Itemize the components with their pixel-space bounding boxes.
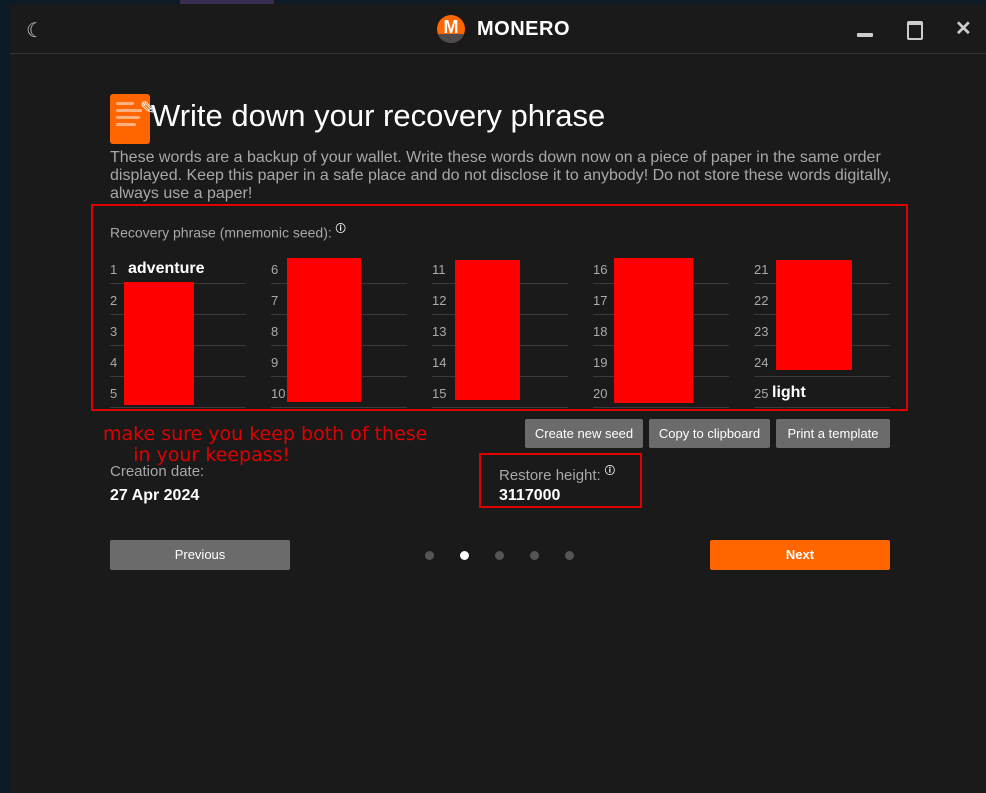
word-number: 9 <box>271 355 279 370</box>
word-number: 1 <box>110 262 118 277</box>
word-number: 13 <box>432 324 447 339</box>
seed-word-row: 1 adventure <box>110 253 246 284</box>
word-number: 11 <box>432 262 446 277</box>
seed-highlight-box <box>91 204 908 411</box>
step-indicator-dot <box>460 551 469 560</box>
create-new-seed-button[interactable]: Create new seed <box>525 419 643 448</box>
help-icon[interactable]: ⓘ <box>335 224 346 235</box>
word-number: 7 <box>271 293 279 308</box>
redaction <box>776 260 852 370</box>
word-number: 14 <box>432 355 447 370</box>
word-number: 3 <box>110 324 118 339</box>
word-number: 16 <box>593 262 608 277</box>
word-number: 22 <box>754 293 769 308</box>
creation-date-value: 27 Apr 2024 <box>110 487 200 504</box>
word-number: 5 <box>110 386 118 401</box>
seed-word-row: 15 <box>432 377 568 408</box>
monero-logo: M <box>437 15 465 43</box>
seed-word-row: 5 <box>110 377 246 408</box>
print-template-button[interactable]: Print a template <box>776 419 890 448</box>
seed-word: light <box>772 384 806 401</box>
redaction <box>287 258 361 402</box>
word-number: 24 <box>754 355 769 370</box>
seed-word-row: 10 <box>271 377 407 408</box>
word-number: 10 <box>271 386 286 401</box>
redaction <box>124 282 194 405</box>
close-icon[interactable]: ✕ <box>955 18 972 40</box>
step-indicator-dot <box>530 551 539 560</box>
title-bar: ☾ M MONERO ✕ <box>10 4 986 54</box>
word-number: 18 <box>593 324 608 339</box>
step-indicator-dot <box>495 551 504 560</box>
word-number: 6 <box>271 262 279 277</box>
page-title: Write down your recovery phrase <box>151 98 606 133</box>
creation-date-label: Creation date: <box>110 463 205 480</box>
word-number: 2 <box>110 293 118 308</box>
help-icon[interactable]: ⓘ <box>604 466 615 477</box>
moon-icon[interactable]: ☾ <box>26 20 44 42</box>
copy-to-clipboard-button[interactable]: Copy to clipboard <box>649 419 770 448</box>
step-indicator-dot <box>565 551 574 560</box>
word-number: 21 <box>754 262 769 277</box>
word-number: 8 <box>271 324 279 339</box>
restore-highlight-box <box>479 453 642 508</box>
word-number: 17 <box>593 293 608 308</box>
page-description: These words are a backup of your wallet.… <box>110 149 892 202</box>
redaction <box>455 260 520 400</box>
brand-title: MONERO <box>477 18 570 40</box>
step-indicator-dot <box>425 551 434 560</box>
desktop-strip <box>0 0 986 4</box>
next-button[interactable]: Next <box>710 540 890 570</box>
restore-height-value: 3117000 <box>499 487 561 504</box>
seed-word-row: 20 <box>593 377 729 408</box>
seed-word: adventure <box>128 260 205 277</box>
word-number: 19 <box>593 355 608 370</box>
pencil-icon: ✎ <box>140 98 156 118</box>
restore-height-label: Restore height: ⓘ <box>499 466 615 484</box>
word-number: 15 <box>432 386 447 401</box>
word-number: 12 <box>432 293 447 308</box>
seed-word-row: 25 light <box>754 377 890 408</box>
minimize-icon[interactable] <box>857 33 873 37</box>
word-number: 4 <box>110 355 118 370</box>
redaction <box>614 258 693 403</box>
maximize-icon[interactable] <box>907 21 923 40</box>
word-number: 23 <box>754 324 769 339</box>
document-icon: ✎ <box>110 94 155 144</box>
seed-word-row: 24 <box>754 346 890 377</box>
word-number: 25 <box>754 386 769 401</box>
seed-label: Recovery phrase (mnemonic seed): ⓘ <box>110 224 346 241</box>
previous-button[interactable]: Previous <box>110 540 290 570</box>
word-number: 20 <box>593 386 608 401</box>
annotation-note: make sure you keep both of these in your… <box>103 423 428 466</box>
